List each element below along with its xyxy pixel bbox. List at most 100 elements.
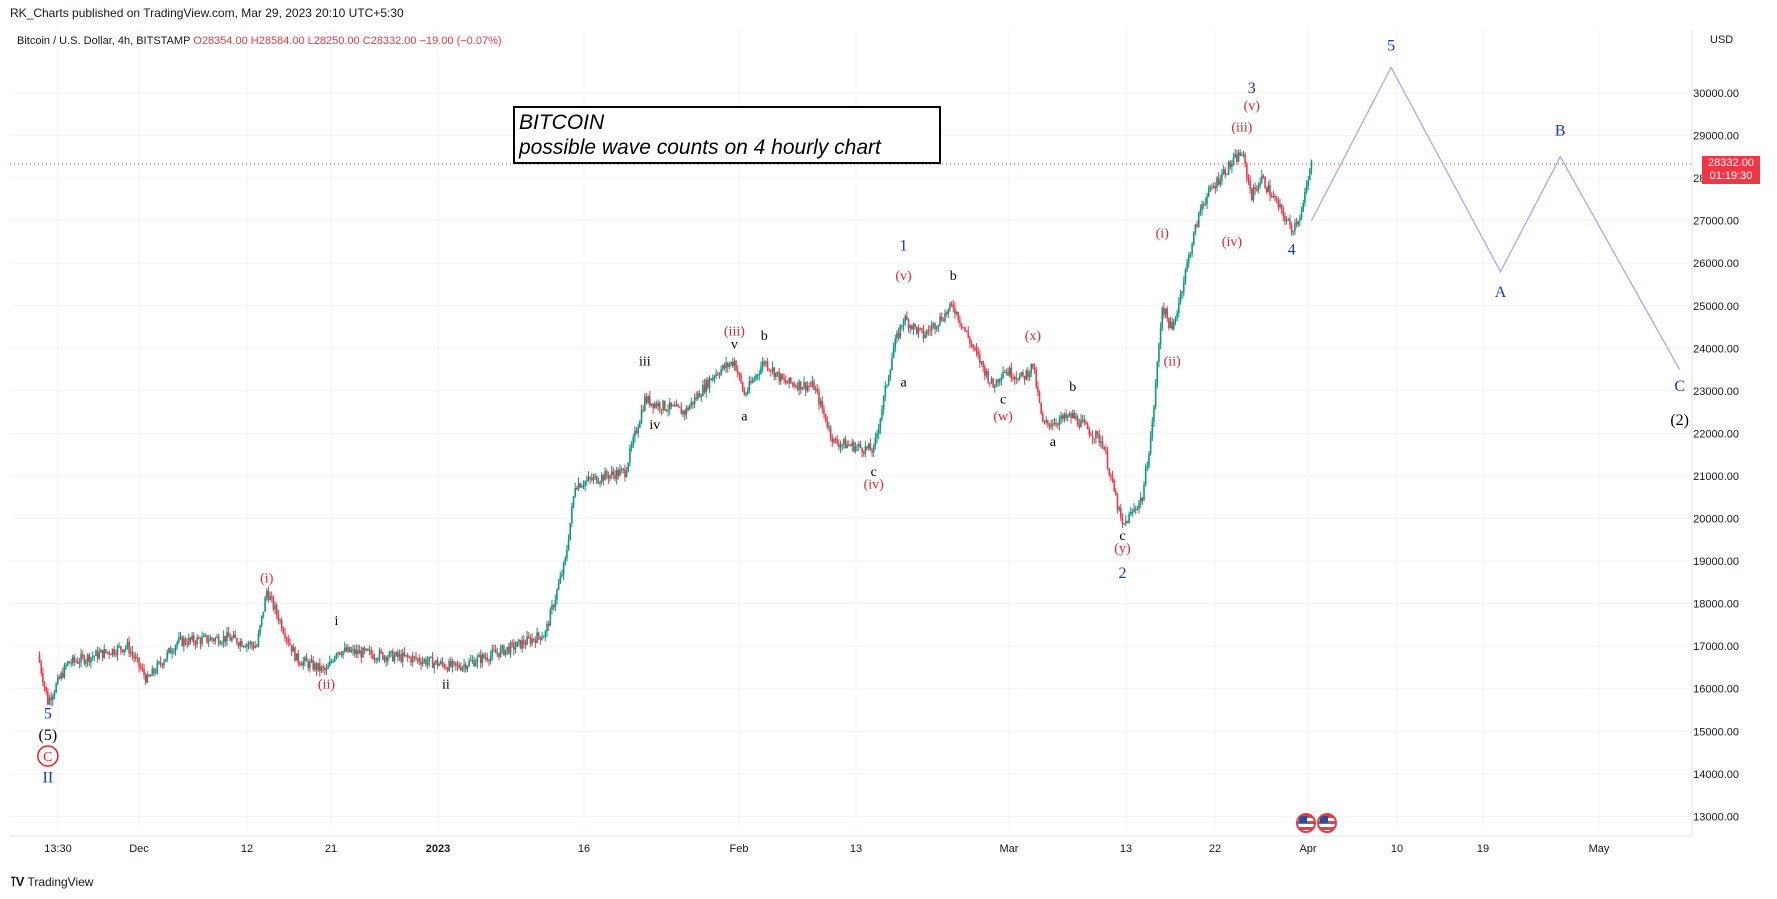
candle-body bbox=[391, 651, 394, 662]
us-flag-icon[interactable] bbox=[1296, 813, 1316, 833]
candle-body bbox=[778, 371, 780, 382]
candle-body bbox=[514, 646, 517, 650]
candle-body bbox=[201, 636, 203, 644]
candle-body bbox=[328, 661, 331, 667]
candle-body bbox=[312, 660, 314, 670]
candle-body bbox=[1274, 196, 1276, 199]
candle-body bbox=[922, 329, 925, 338]
candle-body bbox=[120, 646, 122, 650]
candle-body bbox=[937, 324, 940, 328]
candle-body bbox=[925, 330, 928, 336]
candle-body bbox=[1239, 152, 1241, 156]
wave-label: (iv) bbox=[864, 478, 885, 493]
candle-body bbox=[887, 377, 890, 385]
candle-body bbox=[310, 660, 313, 662]
candle-body bbox=[445, 667, 447, 669]
candle-body bbox=[63, 665, 66, 678]
candle-body bbox=[148, 674, 150, 677]
candle-body bbox=[136, 657, 139, 659]
candle-body bbox=[1055, 422, 1057, 425]
candle-body bbox=[357, 649, 359, 654]
candle-body bbox=[1269, 185, 1271, 196]
wave-label: (y) bbox=[1114, 542, 1131, 557]
candle-body bbox=[975, 347, 978, 352]
candle-body bbox=[642, 410, 644, 412]
candle-body bbox=[763, 361, 766, 364]
candle-body bbox=[947, 308, 950, 315]
last-price-value: 28332.00 bbox=[1708, 157, 1754, 169]
candle-body bbox=[441, 661, 444, 665]
candle-body bbox=[532, 638, 535, 640]
candle-body bbox=[1146, 466, 1149, 468]
wave-label: (ii) bbox=[318, 678, 335, 693]
candle-body bbox=[70, 663, 72, 665]
candle-body bbox=[566, 549, 568, 559]
candle-body bbox=[753, 378, 756, 380]
candle-body bbox=[421, 661, 424, 665]
candle-body bbox=[481, 654, 484, 663]
candle-body bbox=[1083, 419, 1086, 423]
candle-body bbox=[393, 655, 396, 662]
candle-body bbox=[358, 650, 361, 654]
x-tick-label: 10 bbox=[1391, 843, 1403, 855]
candle-body bbox=[920, 328, 923, 330]
candle-body bbox=[780, 374, 782, 382]
candle-body bbox=[93, 655, 96, 657]
candle-body bbox=[804, 382, 807, 391]
candle-body bbox=[1241, 154, 1243, 156]
candle-body bbox=[1189, 254, 1192, 256]
candle-body bbox=[624, 469, 626, 478]
candle-body bbox=[984, 367, 986, 376]
candle-body bbox=[1056, 424, 1059, 426]
candle-body bbox=[756, 374, 759, 376]
candle-body bbox=[260, 615, 263, 626]
candle-body bbox=[1294, 222, 1296, 232]
symbol-legend[interactable]: Bitcoin / U.S. Dollar, 4h, BITSTAMP O283… bbox=[17, 35, 502, 47]
candle-body bbox=[607, 475, 610, 479]
candle-body bbox=[576, 487, 578, 490]
candle-body bbox=[66, 661, 69, 666]
candle-body bbox=[204, 635, 207, 637]
candle-body bbox=[71, 656, 74, 664]
candle-body bbox=[617, 470, 620, 476]
candle-body bbox=[320, 666, 323, 671]
annotation-text-box[interactable]: BITCOIN possible wave counts on 4 hourly… bbox=[513, 106, 941, 164]
candle-body bbox=[355, 649, 358, 654]
candle-body bbox=[541, 637, 543, 640]
annotation-subtitle: possible wave counts on 4 hourly chart bbox=[519, 136, 881, 159]
candle-body bbox=[854, 446, 857, 452]
candle-body bbox=[483, 654, 485, 658]
candle-body bbox=[224, 636, 227, 642]
candle-body bbox=[83, 656, 86, 664]
candle-body bbox=[314, 663, 316, 670]
candle-body bbox=[398, 654, 401, 657]
candle-body bbox=[499, 648, 502, 657]
candle-body bbox=[217, 636, 220, 644]
economic-events[interactable] bbox=[1296, 813, 1338, 833]
candle-body bbox=[81, 654, 84, 657]
candle-body bbox=[788, 377, 790, 384]
wave-label: i bbox=[334, 614, 338, 629]
candle-body bbox=[881, 409, 883, 419]
us-flag-icon[interactable] bbox=[1317, 813, 1337, 833]
candle-body bbox=[551, 605, 553, 610]
candle-body bbox=[649, 396, 651, 406]
candle-body bbox=[726, 362, 729, 367]
candle-body bbox=[1217, 177, 1220, 185]
candle-body bbox=[488, 660, 490, 662]
candle-body bbox=[1095, 431, 1097, 439]
candle-body bbox=[110, 654, 112, 656]
candle-body bbox=[1179, 293, 1182, 303]
y-tick-label: 15000.00 bbox=[1693, 726, 1739, 738]
candle-body bbox=[861, 447, 863, 453]
candle-body bbox=[1134, 508, 1137, 510]
candle-body bbox=[385, 656, 387, 662]
candle-body bbox=[1123, 523, 1125, 525]
candle-body bbox=[1257, 186, 1260, 191]
candle-body bbox=[539, 636, 542, 640]
tradingview-brand[interactable]: ⊺V TradingView bbox=[10, 874, 93, 890]
candle-body bbox=[451, 661, 454, 667]
candle-body bbox=[1214, 186, 1217, 189]
candle-body bbox=[1015, 377, 1018, 380]
